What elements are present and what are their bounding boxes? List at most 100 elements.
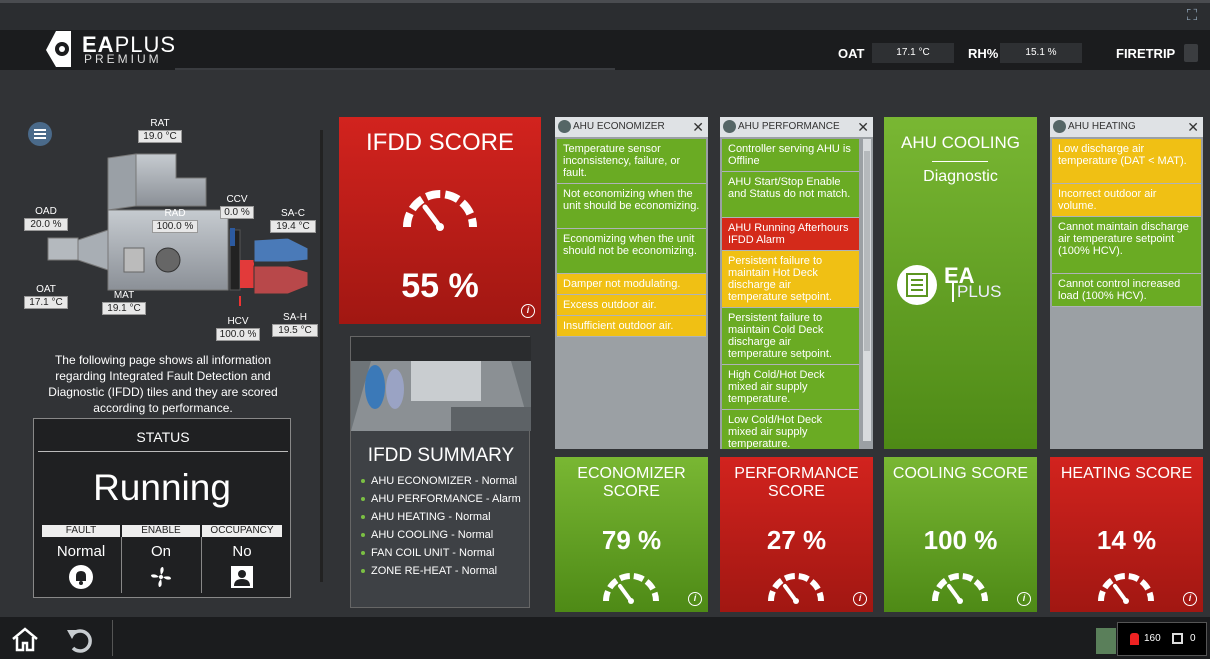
ifdd-summary-panel[interactable]: IFDD SUMMARY AHU ECONOMIZER - Normal AHU… [350, 336, 531, 608]
hcv-tag: HCV 100.0 % [216, 316, 260, 341]
panel-logo-icon [1053, 120, 1066, 133]
fullscreen-icon[interactable]: ⛶ [1186, 7, 1198, 24]
ahu-cooling-tile[interactable]: AHU COOLING Diagnostic EA PLUS [884, 117, 1037, 449]
status-divider [201, 537, 202, 593]
info-icon[interactable]: i [1017, 592, 1031, 606]
status-title: STATUS [38, 429, 288, 452]
ahu-economizer-panel: AHU ECONOMIZER ✕ Temperature sensor inco… [555, 117, 708, 449]
close-icon[interactable]: ✕ [1187, 119, 1199, 135]
firetrip-label: FIRETRIP [1116, 46, 1176, 61]
fault-item[interactable]: Excess outdoor air. [557, 295, 706, 316]
cooling-logo-plus: PLUS [952, 282, 1001, 302]
event-list-icon [1172, 633, 1183, 644]
fan-icon [151, 567, 171, 587]
fault-item[interactable]: AHU Running Afterhours IFDD Alarm [722, 218, 859, 251]
summary-photo [351, 337, 531, 431]
firetrip-indicator-icon [1184, 44, 1198, 62]
fault-item[interactable]: Persistent failure to maintain Hot Deck … [722, 251, 859, 308]
summary-item: AHU COOLING - Normal [361, 529, 493, 541]
close-icon[interactable]: ✕ [857, 119, 869, 135]
alarm-count: 160 [1144, 633, 1161, 644]
info-icon[interactable]: i [853, 592, 867, 606]
alarm-icon [1130, 633, 1139, 645]
fault-item[interactable]: Temperature sensor inconsistency, failur… [557, 139, 706, 184]
fault-label: FAULT [42, 525, 120, 537]
occupancy-label: OCCUPANCY [202, 525, 282, 537]
ea-plus-logo-icon [897, 265, 937, 305]
bottom-bar [0, 617, 1210, 659]
info-icon[interactable]: i [521, 304, 535, 318]
scroll-thumb[interactable] [864, 151, 870, 351]
fault-item[interactable]: Insufficient outdoor air. [557, 316, 706, 337]
rat-tag: RAT 19.0 °C [138, 118, 182, 143]
panel-scrollbar[interactable] [863, 139, 871, 441]
panel-header: AHU PERFORMANCE [720, 117, 873, 137]
fault-item[interactable]: Cannot maintain discharge air temperatur… [1052, 217, 1201, 274]
rad-tag: RAD 100.0 % [152, 208, 198, 233]
page-description: The following page shows all information… [48, 353, 278, 415]
home-icon[interactable] [10, 626, 40, 652]
performance-score-tile[interactable]: PERFORMANCE SCORE 27 % i [720, 457, 873, 612]
fault-item[interactable]: Damper not modulating. [557, 274, 706, 295]
fault-item[interactable]: Low discharge air temperature (DAT < MAT… [1052, 139, 1201, 184]
sah-tag: SA-H 19.5 °C [272, 312, 318, 337]
gauge-icon [1098, 573, 1154, 604]
enable-label: ENABLE [122, 525, 200, 537]
heating-score-tile[interactable]: HEATING SCORE 14 % i [1050, 457, 1203, 612]
economizer-score-tile[interactable]: ECONOMIZER SCORE 79 % i [555, 457, 708, 612]
enable-value: On [150, 543, 171, 560]
ifdd-score-title: IFDD SCORE [365, 129, 514, 156]
bell-icon [69, 565, 93, 589]
fault-item[interactable]: Persistent failure to maintain Cold Deck… [722, 308, 859, 365]
header-divider [175, 68, 615, 70]
gauge-icon [768, 573, 824, 604]
fault-item[interactable]: Low Cold/Hot Deck mixed air supply tempe… [722, 410, 859, 449]
event-count: 0 [1190, 633, 1196, 644]
fault-item[interactable]: Incorrect outdoor air volume. [1052, 184, 1201, 217]
info-icon[interactable]: i [688, 592, 702, 606]
panel-logo-icon [558, 120, 571, 133]
oat-label: OAT [838, 46, 865, 61]
fault-item[interactable]: Cannot control increased load (100% HCV)… [1052, 274, 1201, 307]
alarm-counter[interactable]: 160 0 [1117, 622, 1207, 656]
fault-item[interactable]: Not economizing when the unit should be … [557, 184, 706, 229]
cooling-score-value: 100 % [923, 525, 998, 555]
status-divider [121, 537, 122, 593]
brand-subtitle: PREMIUM [84, 52, 162, 66]
ahu-performance-panel: AHU PERFORMANCE ✕ Controller serving AHU… [720, 117, 873, 449]
alarm-thumbnail-icon[interactable] [1096, 628, 1116, 654]
ifdd-score-tile[interactable]: IFDD SCORE 55 % i [339, 117, 541, 324]
mat-tag: MAT 19.1 °C [102, 290, 146, 315]
summary-title: IFDD SUMMARY [367, 445, 515, 466]
cooling-logo-ea: EA [944, 263, 975, 288]
oad-tag: OAD 20.0 % [24, 206, 68, 231]
top-bar [0, 0, 1210, 30]
economizer-score-title: ECONOMIZER SCORE [577, 465, 686, 500]
occupancy-value: No [232, 543, 252, 560]
menu-button[interactable] [28, 122, 52, 146]
bottom-divider [112, 620, 113, 656]
summary-item: AHU ECONOMIZER - Normal [361, 475, 517, 487]
rh-value: 15.1 % [1000, 43, 1082, 63]
close-icon[interactable]: ✕ [692, 119, 704, 135]
cooling-tile-subtitle: Diagnostic [923, 168, 998, 185]
panel-header: AHU ECONOMIZER [555, 117, 708, 137]
fault-item[interactable]: Economizing when the unit should not be … [557, 229, 706, 274]
fault-item[interactable]: High Cold/Hot Deck mixed air supply temp… [722, 365, 859, 410]
gauge-icon [603, 573, 659, 604]
gauge-icon [932, 573, 988, 604]
undo-icon[interactable] [64, 624, 96, 654]
summary-item: AHU HEATING - Normal [361, 511, 491, 523]
ahu-heating-panel: AHU HEATING ✕ Low discharge air temperat… [1050, 117, 1203, 449]
info-icon[interactable]: i [1183, 592, 1197, 606]
fault-value: Normal [56, 543, 106, 560]
fault-item[interactable]: Controller serving AHU is Offline [722, 139, 859, 172]
sac-tag: SA-C 19.4 °C [270, 208, 316, 233]
cooling-score-tile[interactable]: COOLING SCORE 100 % i [884, 457, 1037, 612]
economizer-score-value: 79 % [601, 525, 662, 555]
ahu-diagram: RAT 19.0 °C OAD 20.0 % RAD 100.0 % CCV 0.0 %… [18, 110, 328, 341]
status-state: Running [93, 467, 231, 508]
rh-label: RH% [968, 46, 999, 61]
fault-item[interactable]: AHU Start/Stop Enable and Status do not … [722, 172, 859, 218]
ifdd-score-value: 55 % [401, 267, 479, 305]
